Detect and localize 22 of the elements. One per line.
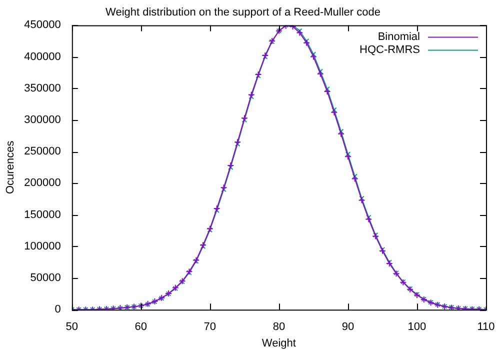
y-tick-label: 200000: [24, 177, 61, 190]
y-axis-title: Ocurences: [4, 140, 17, 194]
x-tick-label: 70: [204, 321, 216, 334]
y-tick-label: 250000: [24, 146, 61, 158]
y-tick-label: 150000: [24, 208, 61, 221]
y-tick-label: 350000: [24, 82, 61, 94]
x-tick-label: 100: [408, 321, 426, 334]
x-tick-label: 80: [272, 321, 286, 334]
y-tick-label: 450000: [24, 19, 61, 32]
x-tick-label: 110: [477, 321, 495, 334]
y-tick-label: 0: [54, 304, 61, 316]
y-tick-label: 50000: [30, 272, 61, 284]
legend-label: HQC-RMRS: [360, 44, 420, 56]
legend-label: Binomial: [378, 31, 420, 44]
x-axis-title: Weight: [262, 337, 296, 350]
x-tick-label: 60: [134, 321, 148, 334]
x-tick-label: 50: [66, 321, 78, 334]
y-tick-label: 300000: [24, 114, 61, 126]
chart-title: Weight distribution on the support of a Reed-Muller code: [106, 6, 380, 19]
y-tick-label: 400000: [24, 50, 61, 63]
y-tick-label: 100000: [24, 240, 61, 252]
x-tick-label: 90: [342, 321, 354, 334]
